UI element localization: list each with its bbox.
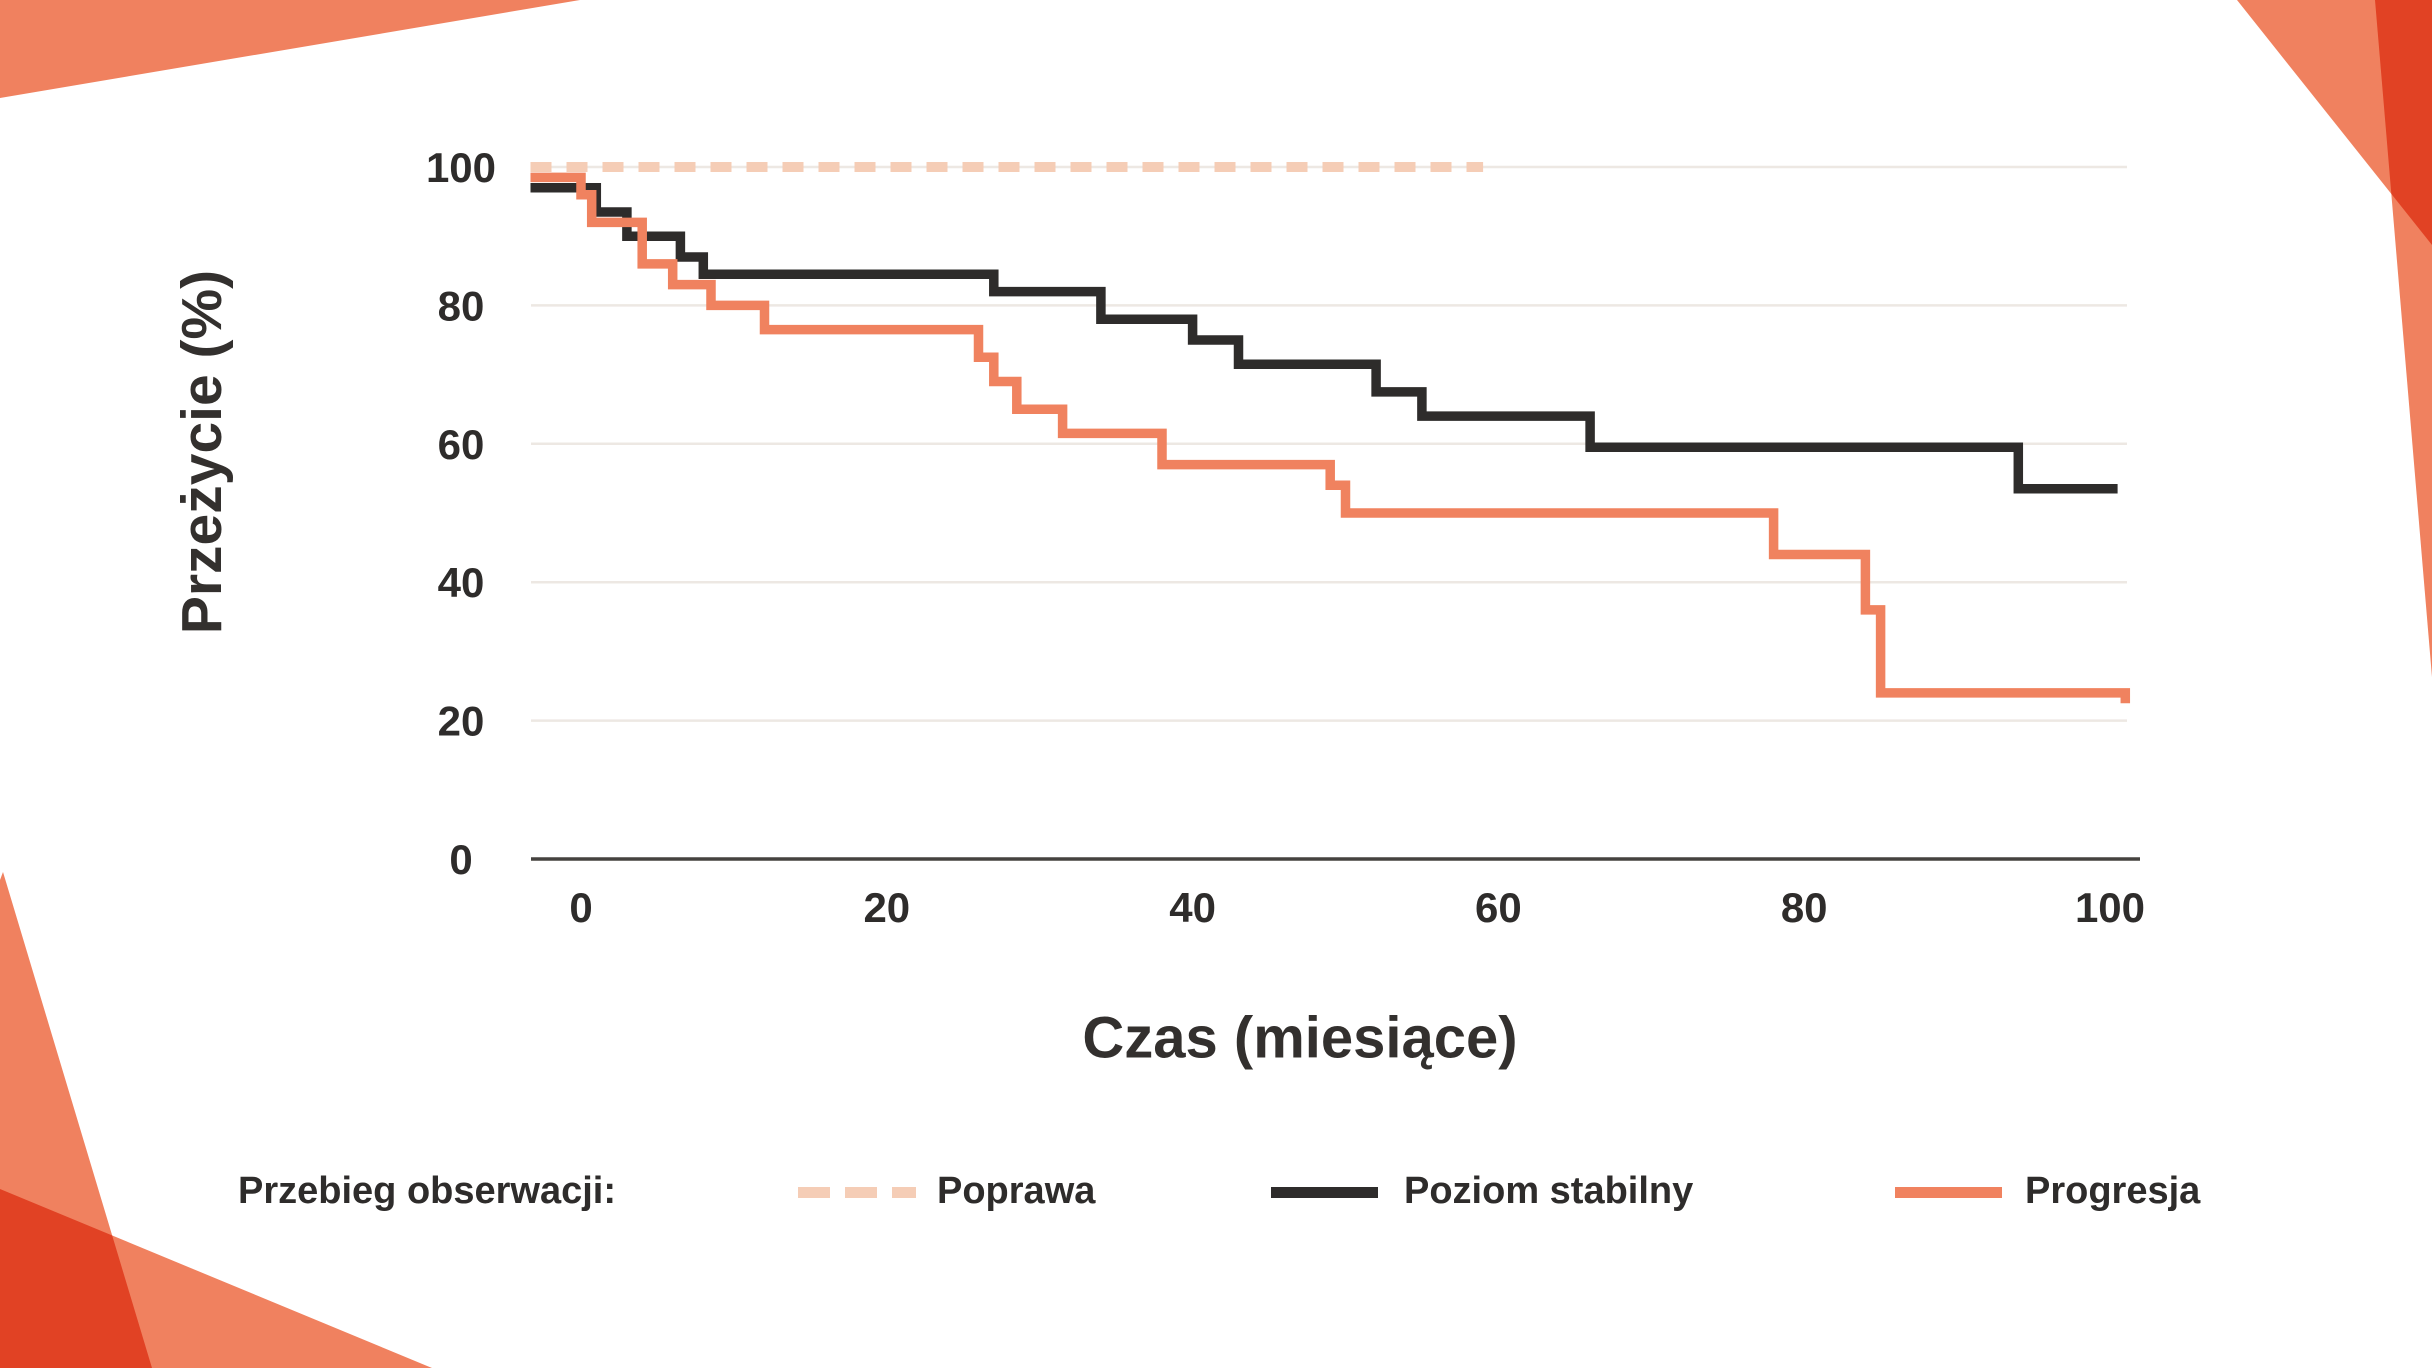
x-tick-label-80: 80 xyxy=(1781,884,1828,931)
y-tick-label-40: 40 xyxy=(438,559,485,606)
corner-wedge-shape xyxy=(0,1189,432,1368)
corner-wedge-shape xyxy=(0,0,580,98)
y-tick-label-80: 80 xyxy=(438,282,485,329)
legend-label-poprawa: Poprawa xyxy=(937,1170,1096,1212)
y-tick-label-0: 0 xyxy=(449,836,472,883)
legend-label-poziom-stabilny: Poziom stabilny xyxy=(1404,1170,1694,1212)
y-axis-title: Przeżycie (%) xyxy=(170,269,234,635)
series-line-poziom-stabilny xyxy=(530,183,2118,494)
y-tick-label-100: 100 xyxy=(426,144,496,191)
x-tick-label-40: 40 xyxy=(1169,884,1216,931)
legend-swatch-progresja-line xyxy=(1895,1187,2002,1198)
x-tick-label-60: 60 xyxy=(1475,884,1522,931)
x-axis-title: Czas (miesiące) xyxy=(1082,1005,1518,1071)
x-tick-label-100: 100 xyxy=(2075,884,2145,931)
x-tick-label-20: 20 xyxy=(863,884,910,931)
corner-wedge-shape xyxy=(2375,0,2432,677)
legend-title: Przebieg obserwacji: xyxy=(238,1170,617,1212)
legend-swatch-poprawa-dashed-line xyxy=(798,1187,916,1198)
legend-label-progresja: Progresja xyxy=(2025,1170,2201,1212)
y-tick-label-20: 20 xyxy=(438,698,485,745)
series-line-progresja xyxy=(530,172,2131,704)
x-tick-label-0: 0 xyxy=(569,884,592,931)
y-tick-label-60: 60 xyxy=(438,421,485,468)
legend-swatch-poziom-stabilny-line xyxy=(1271,1187,1378,1198)
